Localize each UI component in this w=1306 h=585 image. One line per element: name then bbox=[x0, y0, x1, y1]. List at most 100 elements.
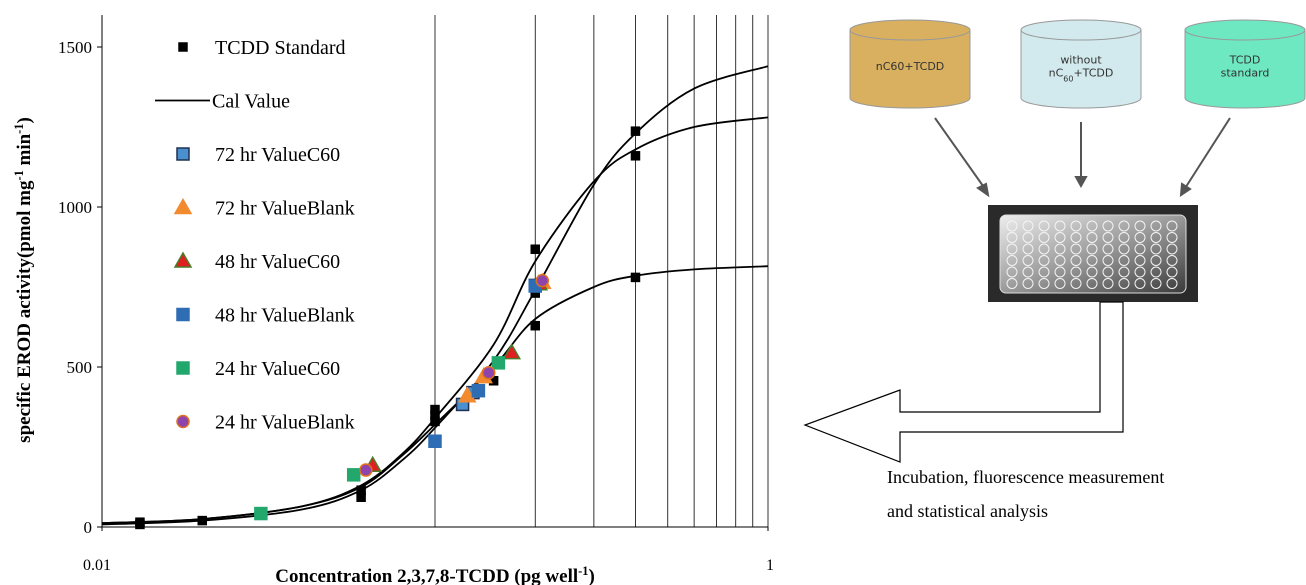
well bbox=[1006, 278, 1018, 289]
marker bbox=[178, 42, 188, 52]
cylinder bbox=[849, 30, 971, 109]
arrow bbox=[1181, 117, 1231, 194]
marker bbox=[254, 506, 268, 521]
caption-line: Incubation, fluorescence measurement bbox=[887, 467, 1164, 487]
well bbox=[1022, 232, 1034, 243]
label-part: specific EROD activity(pmol mg bbox=[14, 180, 35, 443]
well bbox=[1070, 232, 1082, 243]
well bbox=[1166, 220, 1178, 232]
well bbox=[1134, 220, 1146, 232]
legend-label: 48 hr ValueBlank bbox=[215, 305, 355, 327]
marker bbox=[502, 343, 522, 360]
well bbox=[1006, 220, 1018, 232]
legend-label: Cal Value bbox=[212, 91, 290, 113]
well bbox=[1006, 255, 1018, 266]
well bbox=[1118, 255, 1130, 266]
label-part: standard bbox=[1221, 67, 1270, 80]
well bbox=[1022, 220, 1034, 232]
well bbox=[1134, 266, 1146, 278]
well bbox=[1070, 255, 1082, 266]
marker bbox=[481, 366, 496, 380]
well bbox=[1038, 220, 1050, 232]
arrows bbox=[934, 117, 1231, 198]
label-part: ) bbox=[14, 117, 35, 123]
label-part: 60 bbox=[1063, 74, 1073, 83]
marker bbox=[176, 414, 190, 429]
well bbox=[1038, 266, 1050, 278]
well bbox=[1166, 243, 1178, 255]
marker bbox=[176, 307, 190, 322]
y-tick-label: 500 bbox=[67, 358, 93, 377]
well bbox=[1134, 243, 1146, 255]
well bbox=[1150, 278, 1162, 289]
well bbox=[1022, 278, 1034, 289]
marker bbox=[530, 244, 540, 254]
well bbox=[1022, 255, 1034, 266]
legend-label: 72 hr ValueC60 bbox=[215, 144, 340, 166]
well bbox=[1038, 232, 1050, 243]
well bbox=[1150, 243, 1162, 255]
legend-label: TCDD Standard bbox=[215, 37, 346, 59]
well bbox=[1054, 266, 1066, 278]
label-part: TCDD bbox=[1229, 54, 1261, 67]
well bbox=[1102, 243, 1114, 255]
arrow bbox=[934, 117, 989, 194]
marker bbox=[430, 416, 440, 427]
well bbox=[1150, 232, 1162, 243]
well bbox=[1086, 220, 1098, 232]
well bbox=[1134, 278, 1146, 289]
hollow-arrow bbox=[803, 301, 1124, 463]
label-part: min bbox=[14, 133, 35, 170]
well bbox=[1086, 266, 1098, 278]
well bbox=[1086, 232, 1098, 243]
well bbox=[1086, 243, 1098, 255]
marker bbox=[491, 356, 506, 370]
wells bbox=[1006, 220, 1178, 289]
well bbox=[1166, 255, 1178, 266]
arrow-head bbox=[976, 182, 990, 198]
label-part: nC60+TCDD bbox=[876, 60, 945, 73]
marker bbox=[457, 386, 477, 403]
well bbox=[1102, 232, 1114, 243]
caption-line: and statistical analysis bbox=[887, 501, 1048, 521]
well bbox=[1038, 255, 1050, 266]
container-label: TCDD bbox=[1229, 54, 1261, 67]
y-tick-label: 0 bbox=[84, 518, 93, 537]
marker bbox=[530, 320, 540, 331]
legend-label: 24 hr ValueC60 bbox=[215, 358, 340, 380]
well bbox=[1118, 278, 1130, 289]
label-part: -1 bbox=[578, 564, 588, 578]
well bbox=[1054, 278, 1066, 289]
container-label: without bbox=[1060, 54, 1102, 67]
well bbox=[1134, 255, 1146, 266]
well bbox=[1070, 278, 1082, 289]
marker bbox=[630, 272, 641, 283]
marker bbox=[135, 519, 145, 530]
arrow-head bbox=[1074, 176, 1088, 189]
well bbox=[1166, 266, 1178, 278]
legend-label: 48 hr ValueC60 bbox=[215, 251, 340, 273]
well bbox=[1102, 220, 1114, 232]
container-label: standard bbox=[1221, 67, 1270, 80]
well bbox=[1054, 220, 1066, 232]
well bbox=[1118, 266, 1130, 278]
marker bbox=[173, 197, 193, 215]
label-part: Concentration 2,3,7,8-TCDD (pg well bbox=[275, 566, 578, 585]
marker bbox=[428, 434, 442, 448]
well bbox=[1054, 232, 1066, 243]
cylinder-top bbox=[849, 19, 971, 41]
container-label: nC60+TCDD bbox=[1049, 67, 1114, 84]
cylinder-top bbox=[1020, 19, 1142, 41]
well bbox=[1006, 266, 1018, 278]
marker bbox=[359, 463, 373, 477]
marker bbox=[173, 251, 193, 268]
well bbox=[1166, 278, 1178, 289]
well bbox=[1022, 243, 1034, 255]
marker bbox=[356, 485, 366, 495]
x-label: Concentration 2,3,7,8-TCDD (pg well-1) bbox=[275, 564, 595, 585]
well bbox=[1118, 232, 1130, 243]
label-part: ) bbox=[588, 566, 594, 585]
marker bbox=[471, 383, 486, 398]
well bbox=[1150, 266, 1162, 278]
